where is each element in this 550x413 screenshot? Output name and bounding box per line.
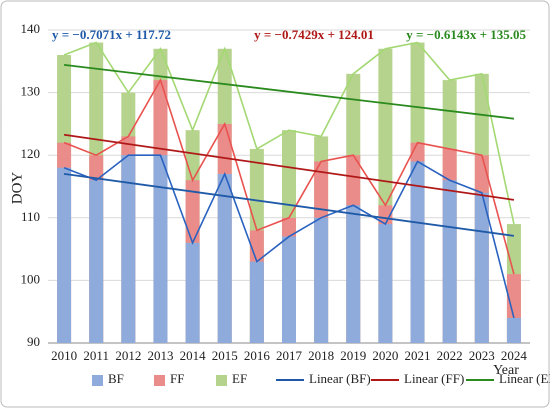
y-tick-label: 110 [21, 209, 40, 224]
bar [57, 167, 72, 343]
bar [249, 261, 264, 343]
x-tick-label: 2019 [340, 348, 366, 363]
bar [474, 192, 489, 343]
trend-line [63, 133, 515, 201]
trend-equation: y = −0.7071x + 117.72 [52, 27, 171, 42]
series-line [63, 41, 515, 225]
x-tick-label: 2022 [437, 348, 463, 363]
x-tick-label: 2010 [51, 348, 77, 363]
bar [89, 180, 104, 343]
x-tick-label: 2013 [147, 348, 173, 363]
bar [185, 242, 200, 343]
series-line [63, 154, 515, 319]
bar [314, 217, 329, 343]
bar [153, 155, 168, 343]
series-line [63, 78, 515, 275]
legend-label: Linear (EF) [499, 371, 550, 386]
bar [346, 205, 361, 343]
y-tick-label: 130 [21, 84, 41, 99]
trend-line [63, 63, 515, 120]
legend-swatch [154, 375, 165, 386]
bar [217, 173, 232, 343]
x-tick-label: 2023 [469, 348, 495, 363]
x-tick-label: 2018 [308, 348, 334, 363]
x-tick-label: 2016 [244, 348, 271, 363]
bar [121, 155, 136, 343]
y-tick-label: 100 [21, 271, 41, 286]
bar [506, 317, 521, 343]
x-tick-label: 2017 [276, 348, 303, 363]
legend-swatch [216, 375, 227, 386]
legend-label: Linear (BF) [309, 371, 371, 386]
x-tick-label: 2014 [180, 348, 207, 363]
x-axis-label: Year [493, 363, 519, 378]
x-tick-label: 2020 [372, 348, 398, 363]
x-tick-label: 2011 [83, 348, 109, 363]
legend-swatch [92, 375, 103, 386]
trend-line [63, 172, 515, 237]
x-tick-label: 2015 [212, 348, 238, 363]
y-axis-label: DOY [9, 172, 25, 205]
y-tick-label: 140 [21, 21, 41, 36]
bar [282, 236, 296, 343]
trend-equation: y = −0.6143x + 135.05 [406, 27, 526, 42]
legend-label: FF [170, 371, 184, 386]
trend-equation: y = −0.7429x + 124.01 [254, 27, 374, 42]
bar [410, 161, 425, 343]
x-tick-label: 2024 [501, 348, 528, 363]
legend-label: Linear (FF) [404, 371, 464, 386]
x-tick-label: 2021 [405, 348, 431, 363]
y-tick-label: 90 [27, 334, 40, 349]
bar [442, 180, 457, 343]
y-tick-label: 120 [21, 146, 41, 161]
x-tick-label: 2012 [115, 348, 141, 363]
legend-label: BF [108, 371, 124, 386]
bar [378, 224, 393, 343]
legend-label: EF [232, 371, 247, 386]
